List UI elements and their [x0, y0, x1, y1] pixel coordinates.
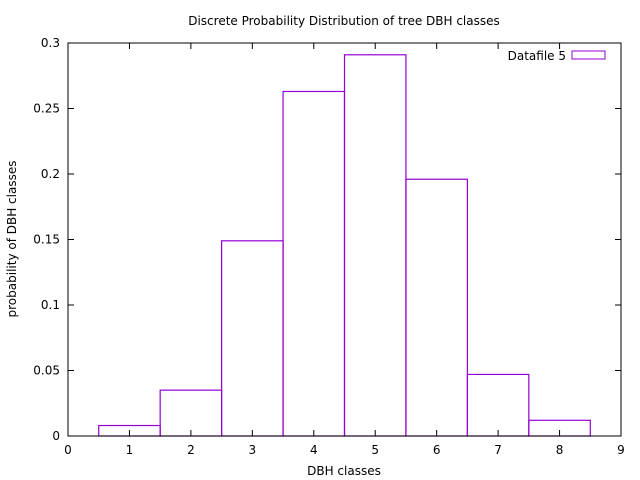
- x-tick-label: 0: [64, 443, 72, 457]
- bar-5: [343, 54, 407, 437]
- y-tick-label: 0.2: [41, 167, 60, 181]
- y-tick-label: 0.1: [41, 298, 60, 312]
- bar-3: [221, 240, 284, 437]
- legend-label: Datafile 5: [508, 49, 566, 63]
- chart-title: Discrete Probability Distribution of tre…: [188, 14, 500, 28]
- y-tick-label: 0.3: [41, 36, 60, 50]
- y-tick-label: 0.25: [33, 102, 60, 116]
- x-axis-label: DBH classes: [307, 464, 381, 478]
- x-tick-label: 8: [556, 443, 564, 457]
- x-tick-label: 5: [371, 443, 379, 457]
- x-tick-label: 6: [433, 443, 441, 457]
- ticks-group: 0 1 2 3 4 5 6 7 8 9 0 0.05 0.1 0.15 0.2 0.25 0.3: [33, 36, 625, 457]
- plot-frame: [67, 42, 622, 437]
- bar-2: [159, 389, 223, 437]
- x-tick-label: 7: [494, 443, 502, 457]
- legend: Datafile 5: [508, 49, 606, 63]
- legend-swatch: [571, 50, 606, 60]
- x-tick-label: 4: [310, 443, 318, 457]
- x-tick-label: 9: [617, 443, 625, 457]
- bars-group: [98, 54, 591, 437]
- y-tick-label: 0.05: [33, 364, 60, 378]
- x-tick-label: 3: [249, 443, 257, 457]
- y-tick-label: 0: [52, 429, 60, 443]
- bar-7: [466, 373, 530, 437]
- y-axis-label: probability of DBH classes: [5, 161, 19, 318]
- x-tick-label: 1: [126, 443, 134, 457]
- y-tick-label: 0.15: [33, 233, 60, 247]
- bar-4: [282, 90, 346, 437]
- x-tick-label: 2: [187, 443, 195, 457]
- bar-6: [405, 178, 468, 437]
